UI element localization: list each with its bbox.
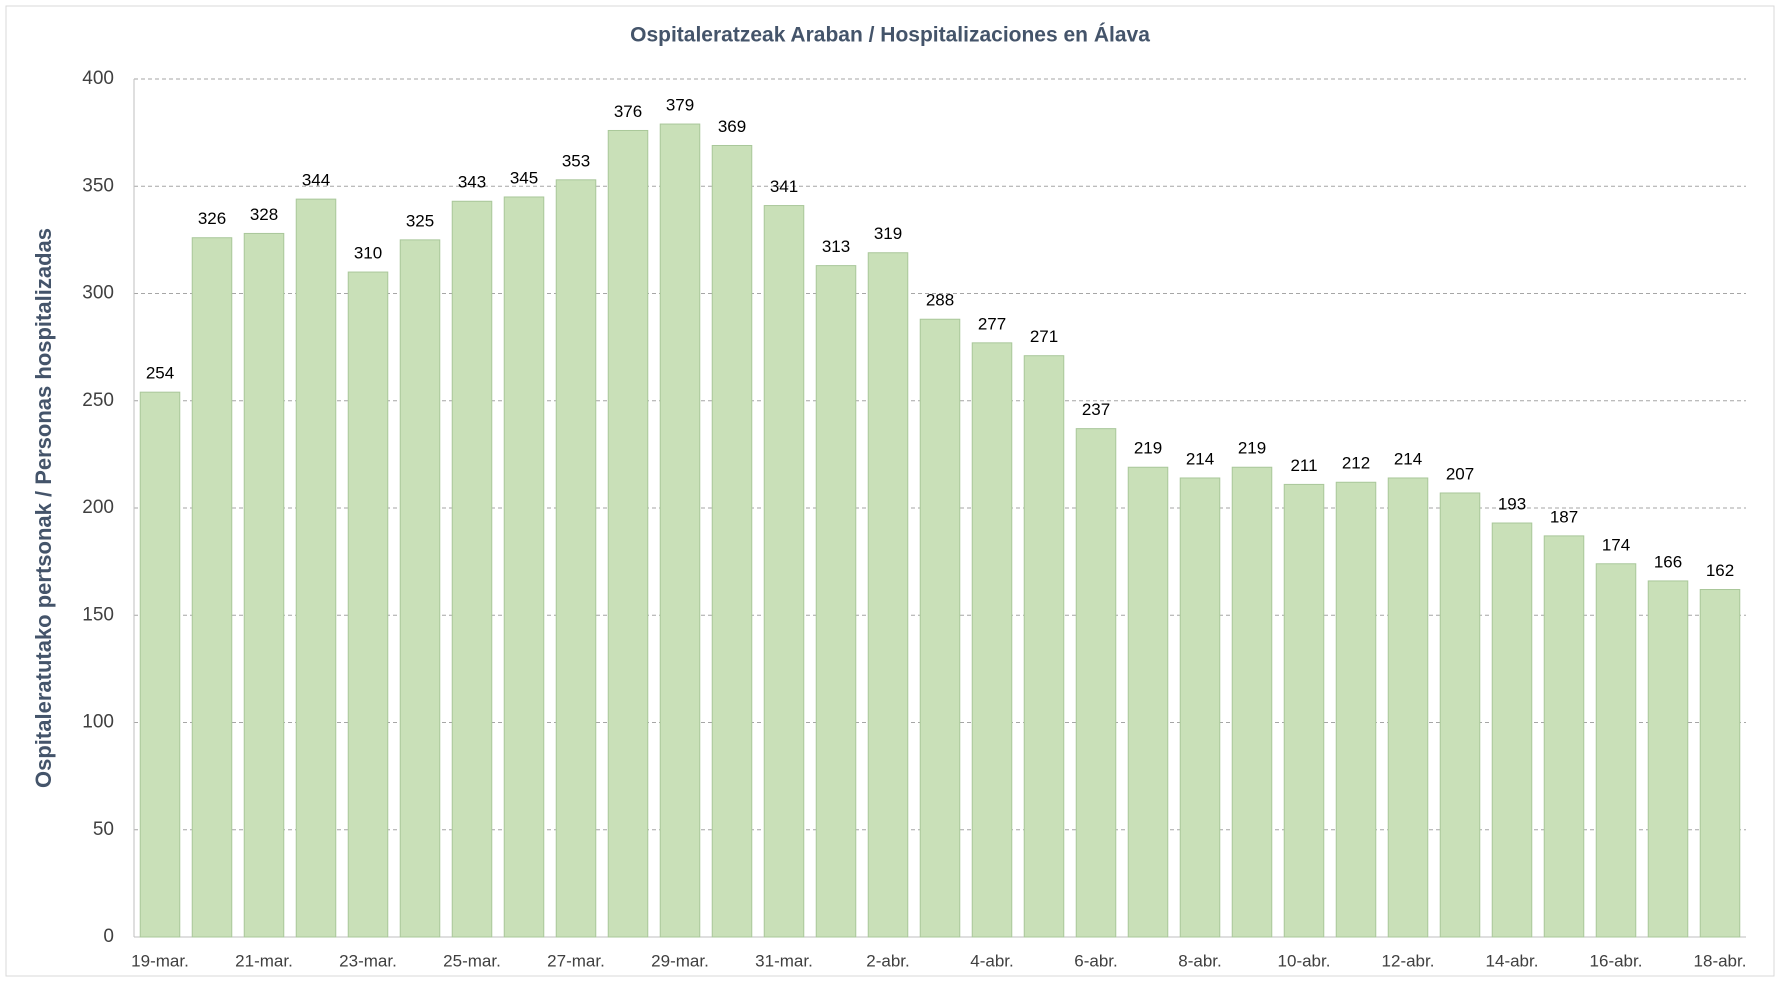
bar bbox=[1491, 522, 1533, 938]
bar bbox=[711, 144, 753, 938]
y-tick-label: 400 bbox=[82, 68, 114, 89]
data-label: 162 bbox=[1706, 561, 1734, 580]
x-tick-label: 18-abr. bbox=[1694, 951, 1747, 970]
x-tick-label: 10-abr. bbox=[1278, 951, 1331, 970]
data-label: 214 bbox=[1394, 449, 1422, 468]
bar bbox=[451, 200, 493, 938]
data-label: 328 bbox=[250, 205, 278, 224]
data-label: 193 bbox=[1498, 494, 1526, 513]
bar bbox=[1543, 535, 1585, 938]
data-label: 344 bbox=[302, 171, 330, 190]
x-tick-label: 25-mar. bbox=[443, 951, 501, 970]
x-tick-label: 29-mar. bbox=[651, 951, 709, 970]
bar bbox=[1075, 428, 1117, 938]
data-label: 237 bbox=[1082, 400, 1110, 419]
bar bbox=[243, 232, 285, 938]
data-label: 319 bbox=[874, 224, 902, 243]
y-tick-label: 350 bbox=[82, 175, 114, 196]
x-tick-label: 31-mar. bbox=[755, 951, 813, 970]
data-label: 369 bbox=[718, 117, 746, 136]
x-tick-label: 2-abr. bbox=[866, 951, 909, 970]
data-label: 211 bbox=[1290, 456, 1317, 475]
data-label: 219 bbox=[1238, 439, 1266, 458]
bar bbox=[971, 342, 1013, 938]
bar bbox=[139, 391, 181, 938]
data-label: 379 bbox=[666, 96, 694, 115]
data-label: 310 bbox=[354, 244, 382, 263]
x-tick-label: 12-abr. bbox=[1382, 951, 1435, 970]
data-label: 353 bbox=[562, 151, 590, 170]
x-tick-label: 14-abr. bbox=[1486, 951, 1539, 970]
data-label: 313 bbox=[822, 237, 850, 256]
data-label: 219 bbox=[1134, 439, 1162, 458]
bar bbox=[815, 265, 857, 938]
data-label: 288 bbox=[926, 291, 954, 310]
bar bbox=[659, 123, 701, 938]
y-tick-label: 50 bbox=[93, 819, 114, 840]
x-tick-label: 8-abr. bbox=[1178, 951, 1221, 970]
data-label: 166 bbox=[1654, 552, 1682, 571]
x-tick-label: 16-abr. bbox=[1590, 951, 1643, 970]
y-tick-label: 250 bbox=[82, 390, 114, 411]
data-label: 271 bbox=[1030, 327, 1058, 346]
bar bbox=[1439, 492, 1481, 938]
bar bbox=[867, 252, 909, 938]
data-label: 207 bbox=[1446, 464, 1474, 483]
bar bbox=[347, 271, 389, 938]
bar bbox=[1127, 466, 1169, 938]
data-label: 277 bbox=[978, 314, 1006, 333]
bar bbox=[1647, 580, 1689, 938]
x-tick-label: 27-mar. bbox=[547, 951, 605, 970]
bar bbox=[1179, 477, 1221, 938]
bar bbox=[1231, 466, 1273, 938]
bar bbox=[399, 239, 441, 938]
data-label: 212 bbox=[1342, 454, 1370, 473]
bar bbox=[1023, 355, 1065, 938]
bar bbox=[1387, 477, 1429, 938]
bar bbox=[1595, 563, 1637, 938]
data-label: 341 bbox=[770, 177, 798, 196]
bar bbox=[191, 237, 233, 938]
data-label: 187 bbox=[1550, 507, 1578, 526]
bar bbox=[295, 198, 337, 938]
data-label: 254 bbox=[146, 364, 174, 383]
data-label: 214 bbox=[1186, 449, 1214, 468]
data-label: 345 bbox=[510, 168, 538, 187]
bar bbox=[1283, 483, 1325, 938]
bar bbox=[763, 205, 805, 938]
bar bbox=[919, 318, 961, 938]
x-tick-label: 21-mar. bbox=[235, 951, 293, 970]
y-axis-label: Ospitaleratutako pertsonak / Personas ho… bbox=[31, 228, 56, 788]
bar bbox=[503, 196, 545, 938]
data-label: 174 bbox=[1602, 535, 1630, 554]
x-tick-label: 19-mar. bbox=[131, 951, 189, 970]
bar bbox=[607, 129, 649, 938]
x-tick-label: 4-abr. bbox=[970, 951, 1013, 970]
bar bbox=[1335, 481, 1377, 938]
chart-title: Ospitaleratzeak Araban / Hospitalizacion… bbox=[630, 24, 1150, 47]
y-tick-label: 150 bbox=[82, 604, 114, 625]
bar bbox=[1699, 589, 1741, 938]
y-tick-label: 0 bbox=[103, 926, 114, 947]
data-label: 343 bbox=[458, 173, 486, 192]
data-label: 376 bbox=[614, 102, 642, 121]
bar bbox=[555, 179, 597, 938]
y-tick-label: 300 bbox=[82, 283, 114, 304]
y-tick-label: 200 bbox=[82, 497, 114, 518]
x-tick-label: 6-abr. bbox=[1074, 951, 1117, 970]
y-tick-label: 100 bbox=[82, 712, 114, 733]
x-tick-label: 23-mar. bbox=[339, 951, 397, 970]
data-label: 326 bbox=[198, 209, 226, 228]
data-label: 325 bbox=[406, 211, 434, 230]
